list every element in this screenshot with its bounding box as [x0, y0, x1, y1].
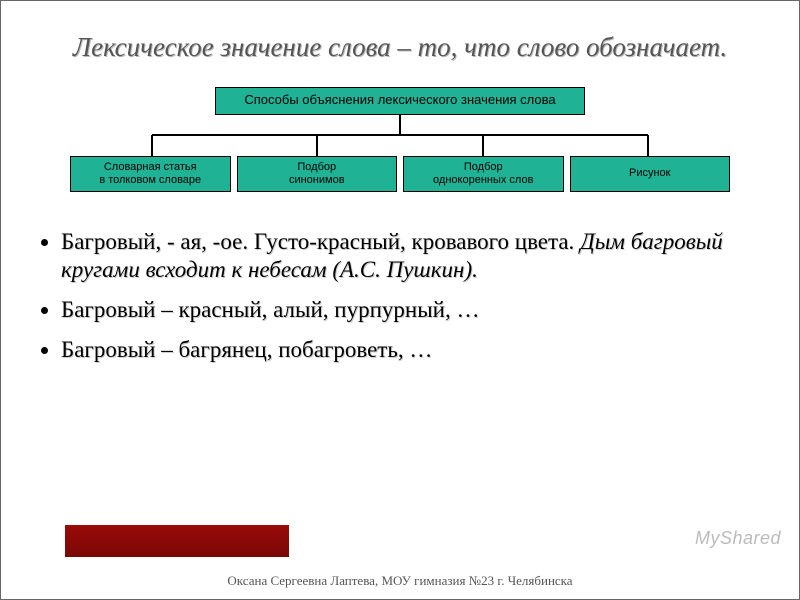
- color-swatch-crimson: [65, 525, 289, 557]
- page-title: Лексическое значение слова – то, что сло…: [1, 1, 799, 77]
- chart-child-1: Подбор синонимов: [237, 156, 398, 192]
- bullet-text: Багровый – красный, алый, пурпурный, …: [61, 297, 479, 322]
- bullet-item: Багровый – красный, алый, пурпурный, …: [61, 296, 751, 324]
- chart-children-row: Словарная статья в толковом словаре Подб…: [70, 156, 730, 192]
- bullet-text: Багровый – багрянец, побагроветь, …: [61, 337, 432, 362]
- footer-credit: Оксана Сергеевна Лаптева, МОУ гимназия №…: [1, 573, 799, 589]
- chart-root-node: Способы объяснения лексического значения…: [215, 87, 585, 115]
- hierarchy-chart: Способы объяснения лексического значения…: [70, 87, 730, 192]
- bullet-item: Багровый – багрянец, побагроветь, …: [61, 336, 751, 364]
- bullet-item: Багровый, - ая, -ое. Густо-красный, кров…: [61, 228, 751, 284]
- chart-child-0: Словарная статья в толковом словаре: [70, 156, 231, 192]
- bullet-list: Багровый, - ая, -ое. Густо-красный, кров…: [1, 192, 799, 364]
- chart-child-3: Рисунок: [570, 156, 731, 192]
- bullet-text: Багровый, - ая, -ое. Густо-красный, кров…: [61, 229, 580, 254]
- chart-child-2: Подбор однокоренных слов: [403, 156, 564, 192]
- watermark: MyShared: [695, 528, 781, 549]
